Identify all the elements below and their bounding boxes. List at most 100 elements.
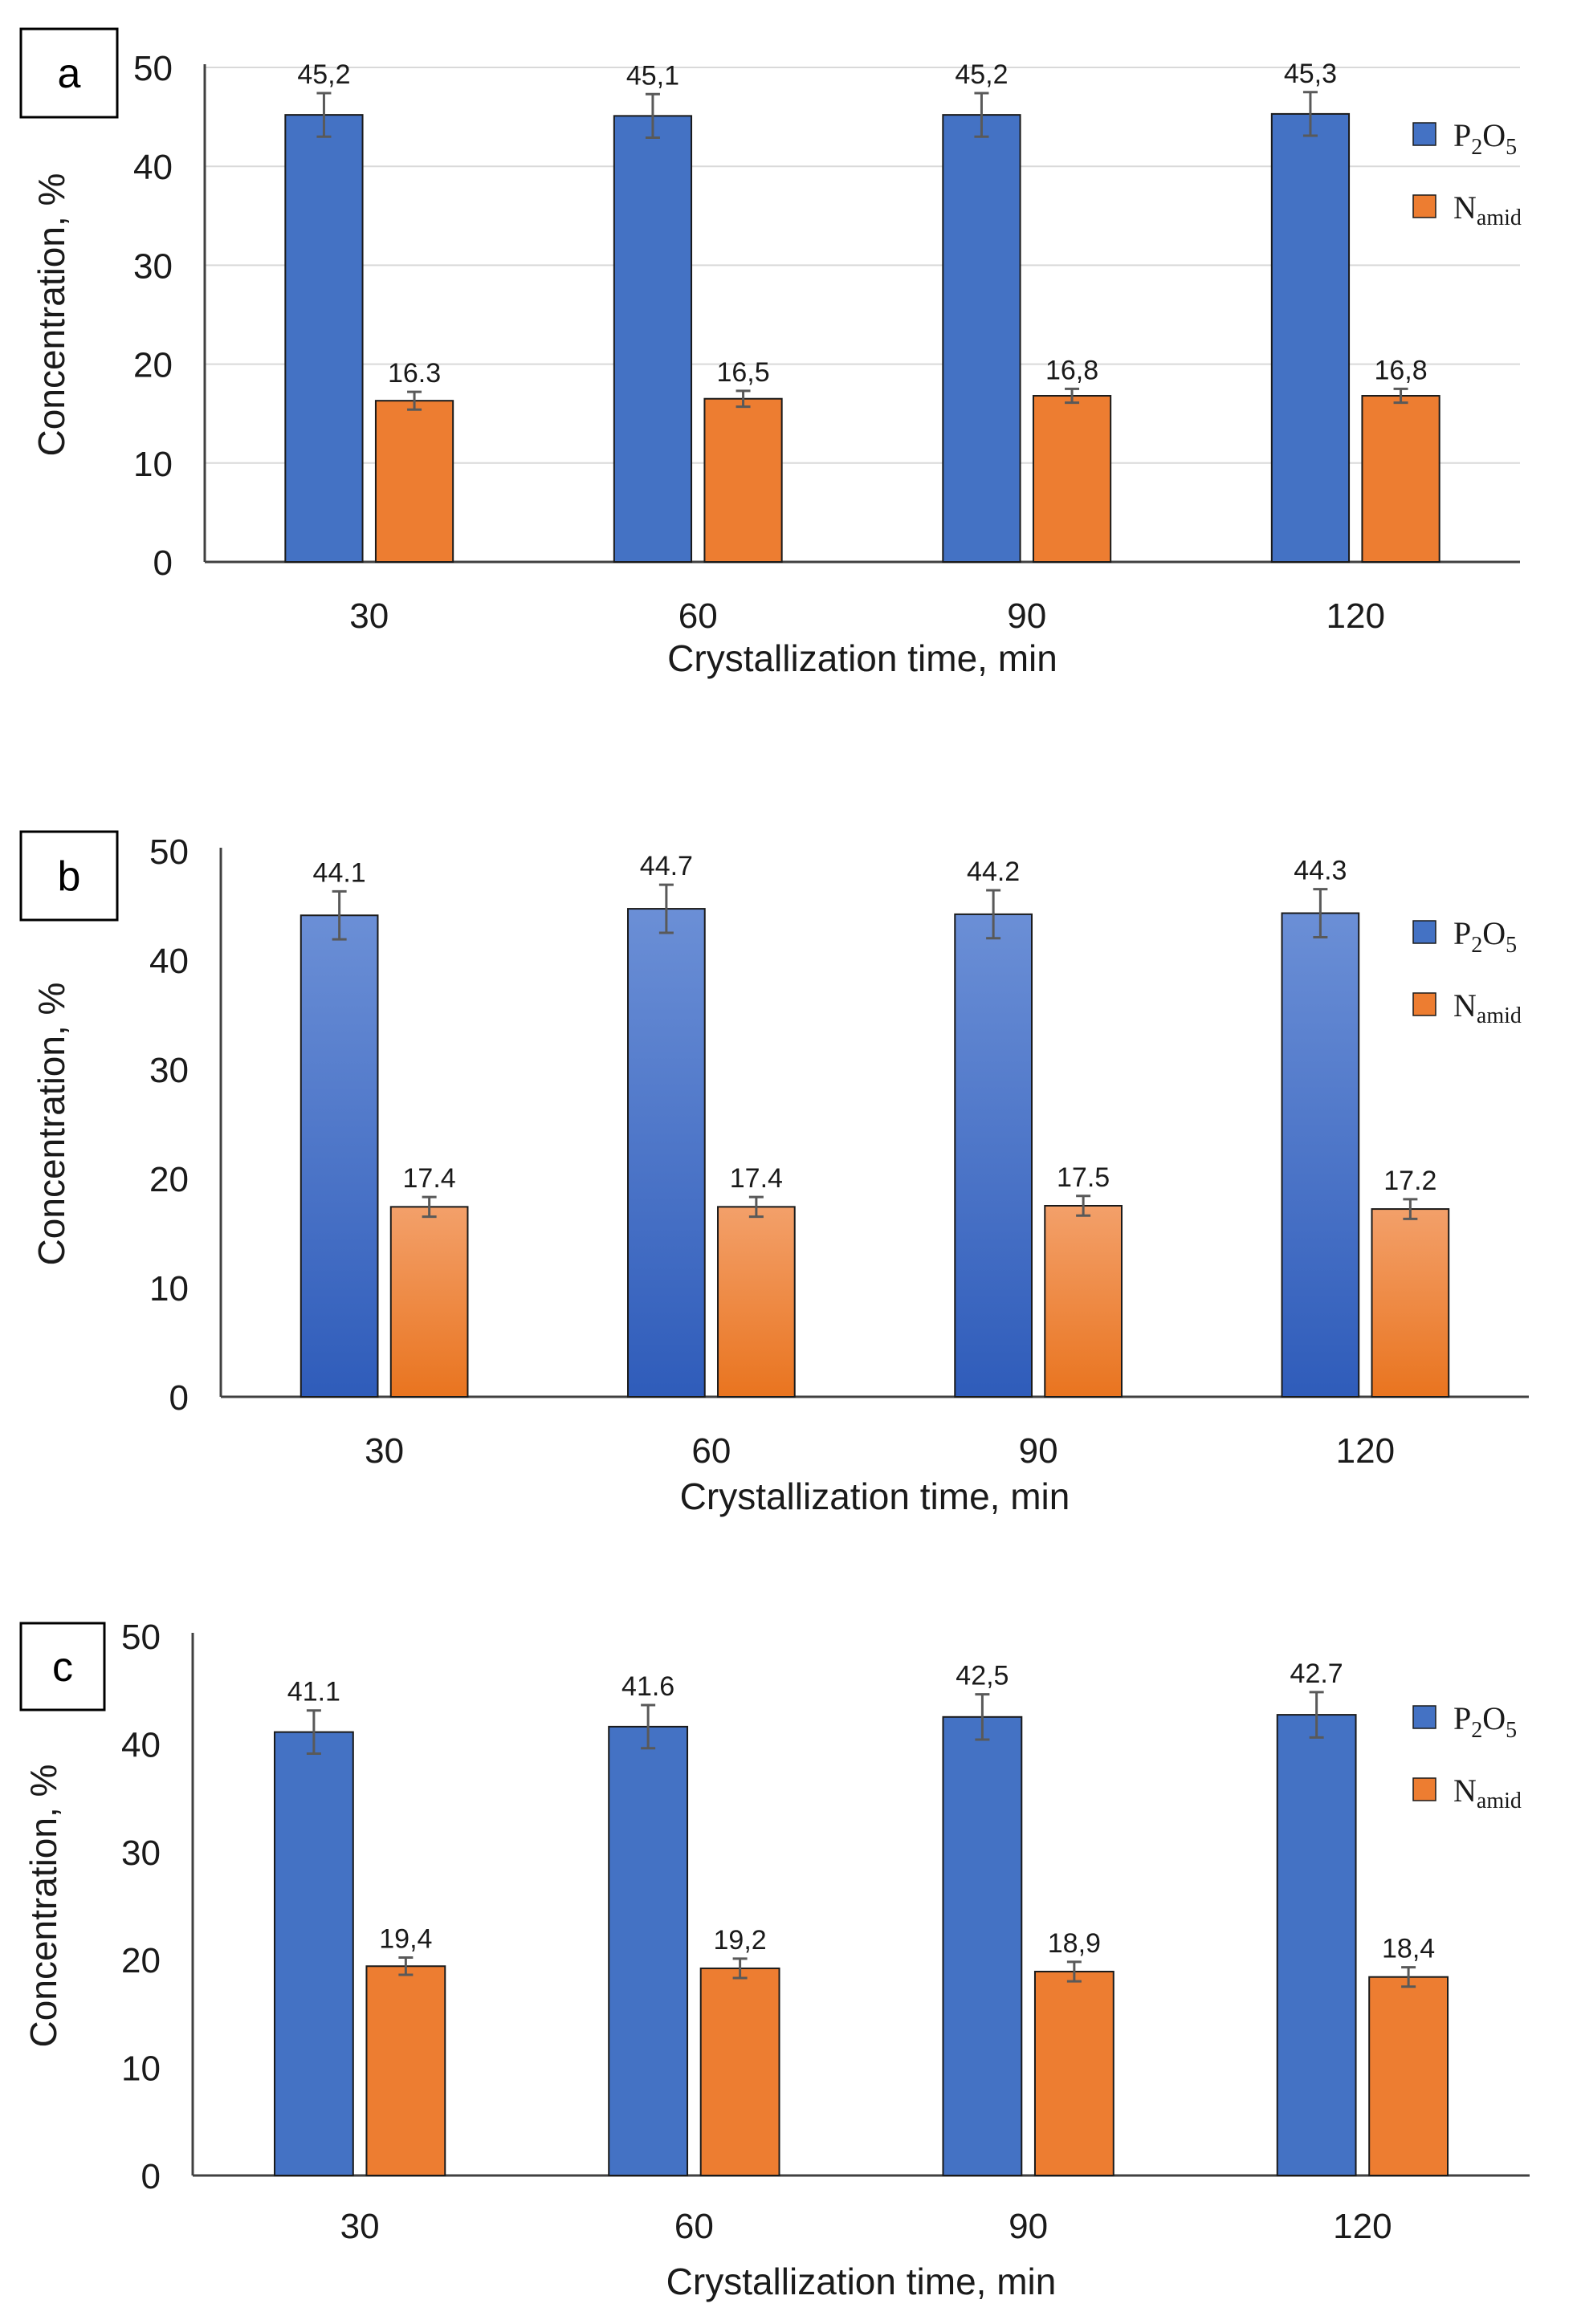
data-label: 17.2 [1383, 1166, 1436, 1196]
data-label: 16,8 [1045, 355, 1098, 385]
bar-p2o5-90 [954, 913, 1033, 1398]
panel-label-box [19, 27, 119, 119]
bar-namid-60 [699, 1967, 780, 2176]
legend-subscript: 5 [1506, 933, 1517, 958]
x-axis-title: Crystallization time, min [666, 2261, 1057, 2302]
x-tick-label: 120 [1336, 1431, 1395, 1471]
y-axis-title: Concentration, % [31, 983, 72, 1266]
legend-label-namid: Namid [1453, 987, 1522, 1028]
data-label: 18,4 [1382, 1934, 1435, 1964]
x-tick-label: 30 [340, 2207, 380, 2246]
bar-namid-90 [1044, 1205, 1123, 1398]
bar-namid-60 [717, 1206, 796, 1398]
bar-namid-120 [1361, 395, 1440, 563]
bar-p2o5-120 [1270, 112, 1351, 564]
legend-subscript: 5 [1506, 135, 1517, 160]
panel-label-box [19, 1622, 106, 1711]
data-label: 16,5 [716, 357, 769, 388]
legend-subscript: amid [1477, 206, 1522, 230]
legend-text-part: O [1482, 117, 1506, 153]
x-axis-title: Crystallization time, min [667, 637, 1057, 679]
bar-p2o5-30 [284, 114, 364, 564]
legend-swatch-p2o5 [1412, 1705, 1436, 1729]
panel-label-box [19, 830, 119, 922]
legend-text-part: N [1453, 987, 1477, 1024]
bar-p2o5-90 [942, 114, 1021, 564]
bar-p2o5-120 [1281, 912, 1360, 1398]
y-tick-label: 30 [133, 246, 173, 286]
data-label: 45,3 [1284, 59, 1337, 89]
legend-swatch-p2o5 [1412, 920, 1436, 944]
data-label: 45,2 [955, 59, 1008, 90]
data-label: 19,2 [714, 1925, 767, 1956]
legend-text-part: P [1453, 117, 1471, 153]
panel-label: b [58, 853, 81, 900]
y-tick-label: 10 [133, 445, 173, 484]
x-tick-label: 60 [691, 1431, 731, 1471]
x-tick-label: 30 [365, 1431, 404, 1471]
legend-subscript: 2 [1471, 933, 1482, 958]
y-axis-title: Concentration, % [22, 1764, 64, 2048]
data-label: 44.7 [640, 851, 693, 881]
bar-p2o5-60 [613, 115, 693, 564]
panel-label: c [52, 1644, 73, 1691]
bar-p2o5-90 [942, 1716, 1023, 2177]
legend-text-part: P [1453, 915, 1471, 951]
y-tick-label: 20 [149, 1160, 189, 1199]
y-tick-label: 40 [133, 148, 173, 187]
panel-label: a [58, 51, 81, 97]
y-tick-label: 0 [153, 543, 173, 583]
x-tick-label: 30 [349, 596, 389, 636]
legend-text-part: O [1482, 1700, 1506, 1736]
y-tick-label: 0 [169, 1378, 189, 1418]
x-tick-label: 120 [1333, 2207, 1392, 2246]
chart-a-svg: a 0 10 20 30 40 50 45,2 16.3 30 45,1 16,5 60 45,2 16,8… [19, 27, 1522, 679]
y-tick-label: 0 [141, 2157, 161, 2196]
y-tick-label: 40 [149, 942, 189, 981]
bar-namid-60 [703, 397, 783, 563]
bar-namid-120 [1371, 1208, 1450, 1398]
y-tick-label: 10 [121, 2049, 161, 2089]
legend-label-namid: Namid [1453, 189, 1522, 230]
y-tick-label: 40 [121, 1725, 161, 1764]
data-label: 41.6 [621, 1671, 674, 1702]
data-label: 42,5 [956, 1661, 1009, 1691]
bar-namid-30 [365, 1965, 446, 2176]
data-label: 16.3 [388, 358, 441, 389]
y-tick-label: 20 [133, 346, 173, 385]
legend-label-namid: Namid [1453, 1773, 1522, 1813]
y-tick-label: 30 [149, 1051, 189, 1090]
data-label: 18,9 [1048, 1928, 1101, 1959]
data-label: 19,4 [379, 1924, 432, 1955]
x-tick-label: 90 [1007, 596, 1046, 636]
data-label: 17.5 [1057, 1162, 1110, 1193]
data-label: 44.1 [313, 857, 366, 888]
legend-swatch-namid [1412, 992, 1436, 1016]
x-axis-title: Crystallization time, min [680, 1475, 1070, 1517]
legend-subscript: 2 [1471, 1718, 1482, 1743]
bar-p2o5-120 [1276, 1714, 1357, 2176]
data-label: 42.7 [1290, 1659, 1343, 1689]
x-tick-label: 120 [1326, 596, 1385, 636]
legend-subscript: 2 [1471, 135, 1482, 160]
y-tick-label: 50 [149, 832, 189, 872]
data-label: 17.4 [403, 1163, 456, 1194]
bar-p2o5-60 [608, 1725, 689, 2176]
legend-text-part: O [1482, 915, 1506, 951]
chart-panel-a: a 0 10 20 30 40 50 45,2 16.3 30 45,1 16,5 60 45,2 16,8… [0, 0, 1577, 722]
x-tick-label: 60 [678, 596, 718, 636]
data-label: 41.1 [287, 1677, 340, 1707]
legend-swatch-namid [1412, 194, 1436, 218]
bar-namid-30 [374, 400, 454, 563]
chart-panel-c: c 0 10 20 30 40 50 41.1 19,4 30 41.6 19,2 60 42,5 18,9… [0, 1606, 1577, 2324]
y-tick-label: 50 [121, 1618, 161, 1657]
y-tick-label: 50 [133, 49, 173, 88]
data-label: 45,1 [626, 60, 679, 91]
bar-p2o5-30 [273, 1731, 354, 2176]
legend-label-p2o5: P2O5 [1453, 117, 1517, 160]
bar-p2o5-60 [627, 908, 706, 1398]
legend-text-part: N [1453, 189, 1477, 226]
data-label: 45,2 [297, 59, 350, 90]
chart-b-svg: b 0 10 20 30 40 50 44.1 17.4 30 44.7 17.4 60 44.2 17.5… [19, 830, 1529, 1517]
data-label: 16,8 [1374, 355, 1427, 385]
